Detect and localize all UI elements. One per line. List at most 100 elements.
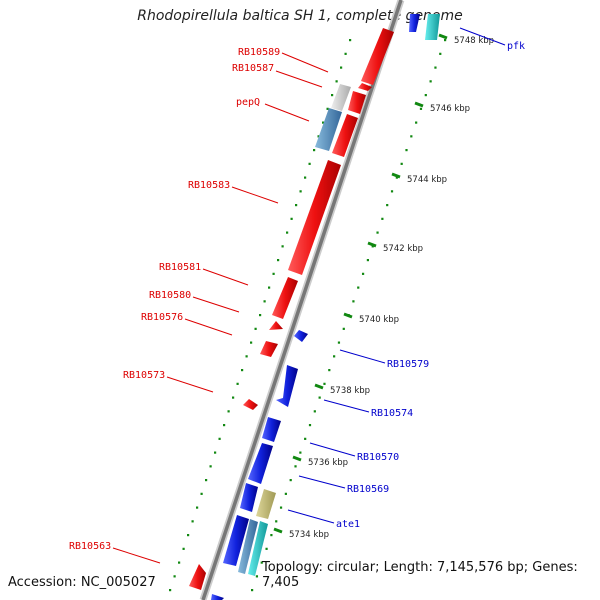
- track-dot: [419, 107, 423, 110]
- gene-arrow-forward[interactable]: [189, 564, 206, 590]
- leader-line-forward: [192, 296, 240, 313]
- track-dot: [344, 52, 347, 55]
- track-dot: [200, 492, 203, 495]
- track-dot: [250, 341, 253, 344]
- track-dot: [173, 575, 176, 578]
- track-dot: [263, 300, 266, 303]
- gene-label-forward[interactable]: RB10576: [141, 312, 183, 323]
- gene-label-reverse[interactable]: ate1: [336, 519, 360, 530]
- track-dot: [205, 479, 208, 482]
- gene-arrow-reverse[interactable]: [409, 14, 420, 32]
- track-dot: [227, 410, 230, 413]
- scale-tick: [292, 455, 302, 462]
- track-dot: [434, 66, 437, 69]
- gene-arrow-steel[interactable]: [238, 519, 258, 574]
- gene-arrow-pepQ[interactable]: [315, 108, 342, 151]
- gene-label-forward[interactable]: pepQ: [236, 97, 260, 108]
- gene-arrow-reverse[interactable]: [223, 515, 249, 566]
- track-dot: [386, 204, 389, 207]
- gene-arrow-reverse[interactable]: [276, 365, 298, 407]
- gene-arrow-forward[interactable]: [348, 91, 366, 114]
- gene-label-reverse[interactable]: RB10579: [387, 359, 429, 370]
- scale-tick: [273, 527, 283, 534]
- gene-arrow-forward[interactable]: [358, 83, 372, 91]
- track-dot: [277, 259, 280, 262]
- track-dot: [268, 286, 271, 289]
- leader-line-forward: [231, 186, 279, 204]
- track-dot: [318, 396, 321, 399]
- track-dot: [326, 107, 329, 110]
- scale-label: 5748 kbp: [454, 36, 494, 46]
- gene-arrow-forward[interactable]: [332, 114, 358, 157]
- gene-label-forward[interactable]: RB10589: [238, 47, 280, 58]
- scale-tick: [367, 241, 377, 248]
- leader-line-forward: [166, 376, 214, 393]
- track-dot: [281, 245, 284, 248]
- backbone-line: [201, 0, 403, 600]
- track-dot: [349, 39, 352, 42]
- scale-tick: [414, 101, 424, 108]
- gene-arrow-reverse[interactable]: [240, 483, 258, 512]
- track-dot: [342, 327, 345, 330]
- gene-arrow-cyan[interactable]: [248, 521, 268, 576]
- gene-label-forward[interactable]: RB10581: [159, 262, 201, 273]
- gene-arrow-reverse[interactable]: [248, 443, 273, 484]
- genome-title: Rhodopirellula baltica SH 1, complete ge…: [137, 8, 463, 24]
- track-dot: [410, 135, 413, 138]
- gene-arrow-forward[interactable]: [269, 321, 283, 330]
- gene-label-forward[interactable]: RB10583: [188, 180, 230, 191]
- track-dot: [289, 479, 292, 482]
- gene-arrow-reverse[interactable]: [294, 330, 308, 342]
- scale-label: 5746 kbp: [430, 104, 470, 114]
- gene-label-forward[interactable]: RB10563: [69, 541, 111, 552]
- gene-arrow-forward[interactable]: [288, 160, 341, 275]
- track-dot: [376, 231, 379, 234]
- track-dot: [304, 437, 307, 440]
- gene-label-reverse[interactable]: pfk: [507, 41, 525, 52]
- track-dot: [340, 66, 343, 69]
- gene-arrow-reverse[interactable]: [262, 417, 281, 442]
- gene-arrow-ate1[interactable]: [256, 489, 276, 519]
- gene-label-reverse[interactable]: RB10574: [371, 408, 413, 419]
- gene-arrow-reverse[interactable]: [211, 594, 224, 600]
- track-dot: [270, 534, 273, 537]
- track-dot: [444, 39, 447, 42]
- track-dot: [381, 217, 384, 220]
- accession-label: Accession: NC_005027: [8, 575, 156, 590]
- gene-arrow-forward[interactable]: [260, 341, 278, 357]
- track-dot: [214, 451, 217, 454]
- gene-arrow-forward[interactable]: [272, 277, 298, 319]
- track-dot: [424, 94, 427, 97]
- track-dot: [236, 382, 239, 385]
- track-dot: [337, 341, 341, 344]
- track-dot: [304, 176, 307, 179]
- gene-arrow-forward[interactable]: [243, 399, 258, 410]
- gene-arrow-gray[interactable]: [331, 84, 351, 111]
- track-dot: [361, 272, 365, 275]
- track-dot: [366, 259, 369, 262]
- gene-label-forward[interactable]: RB10573: [123, 370, 165, 381]
- gene-arrow-cyan[interactable]: [425, 14, 440, 40]
- track-dot: [415, 121, 418, 124]
- track-dot: [196, 506, 199, 509]
- track-dot: [390, 190, 394, 193]
- track-dot: [308, 424, 312, 427]
- gene-label-reverse[interactable]: RB10569: [347, 484, 389, 495]
- gene-label-forward[interactable]: RB10580: [149, 290, 191, 301]
- track-dot: [272, 272, 275, 275]
- scale-tick: [314, 383, 324, 390]
- gene-features: [189, 14, 440, 600]
- track-dot: [259, 314, 262, 317]
- leader-line-forward: [202, 268, 249, 286]
- scale-tick: [438, 33, 448, 40]
- gene-label-forward[interactable]: RB10587: [232, 63, 274, 74]
- scale-label: 5744 kbp: [407, 175, 447, 185]
- track-dot: [400, 162, 403, 165]
- scale-label: 5736 kbp: [308, 458, 348, 468]
- leader-line-forward: [184, 318, 233, 336]
- track-dot: [299, 451, 302, 454]
- gene-arrow-forward[interactable]: [361, 28, 394, 85]
- leader-line-reverse: [298, 475, 346, 489]
- gene-label-reverse[interactable]: RB10570: [357, 452, 399, 463]
